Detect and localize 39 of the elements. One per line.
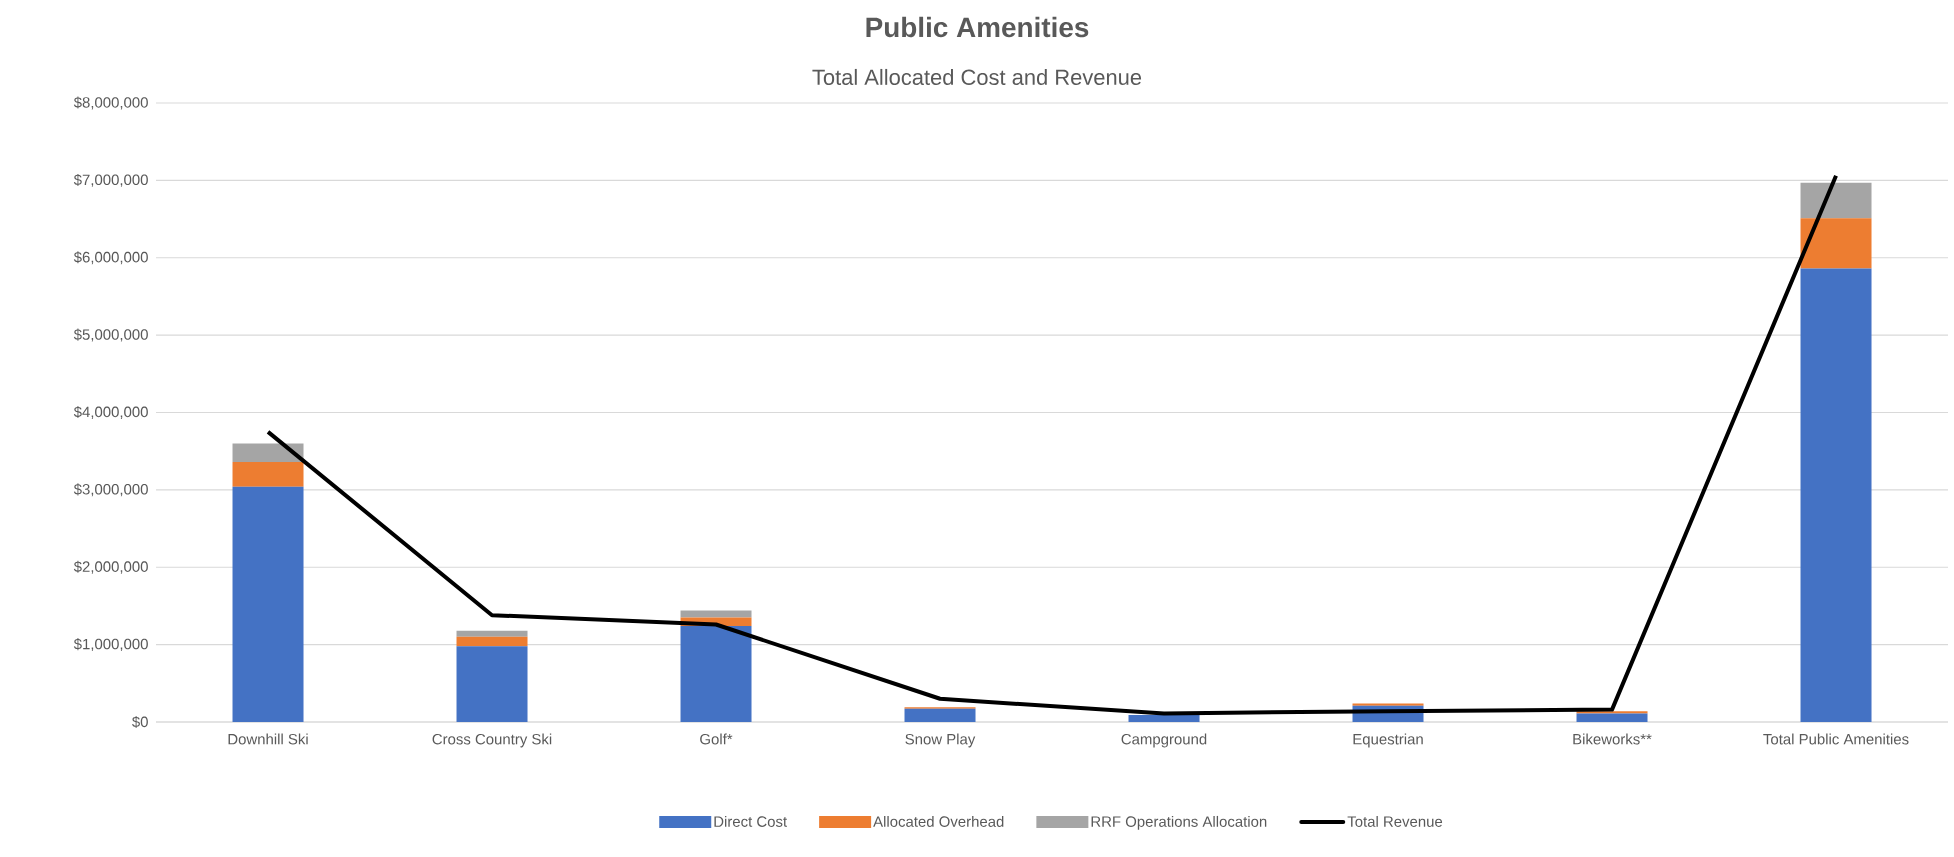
legend-label: Direct Cost (714, 815, 788, 827)
y-tick-label: $3,000,000 (73, 483, 148, 497)
y-tick-label: $0 (132, 715, 148, 729)
y-tick-label: $6,000,000 (73, 251, 148, 265)
bar (1576, 713, 1648, 722)
y-tick-label: $5,000,000 (73, 328, 148, 342)
chart-subtitle: Total Allocated Cost and Revenue (812, 68, 1142, 86)
line-series (266, 173, 1839, 716)
x-tick-label: Downhill Ski (228, 733, 308, 745)
bar (1352, 703, 1424, 706)
x-tick-label: Equestrian (1353, 733, 1423, 748)
x-tick-label: Cross Country Ski (432, 733, 552, 748)
chart-title: Public Amenities (866, 16, 1089, 38)
y-tick-label: $4,000,000 (73, 406, 148, 419)
bar (904, 708, 976, 722)
bar (680, 626, 752, 722)
y-tick-label: $7,000,000 (73, 173, 148, 187)
bar (456, 646, 528, 722)
x-tick-label: Snow Play (905, 733, 976, 748)
bar (232, 486, 304, 722)
bar (456, 636, 528, 647)
bar (232, 443, 304, 462)
x-tick-label: Golf* (700, 733, 733, 745)
bar (1800, 218, 1872, 269)
x-tick-label: Campground (1121, 733, 1207, 748)
legend-label: Allocated Overhead (873, 815, 1004, 827)
bar (456, 630, 528, 637)
y-tick-label: $2,000,000 (73, 560, 148, 574)
bar (1128, 715, 1200, 722)
x-tick-label: Bikeworks** (1573, 733, 1652, 745)
x-tick-label: Total Public Amenities (1763, 733, 1909, 745)
y-tick-label: $1,000,000 (73, 638, 148, 652)
bar (1800, 268, 1872, 722)
bar (680, 610, 752, 618)
legend-label: RRF Operations Allocation (1091, 815, 1267, 830)
legend-label: Total Revenue (1347, 815, 1443, 827)
y-tick-label: $8,000,000 (73, 96, 148, 110)
bar (1800, 182, 1872, 219)
bar (232, 462, 304, 487)
